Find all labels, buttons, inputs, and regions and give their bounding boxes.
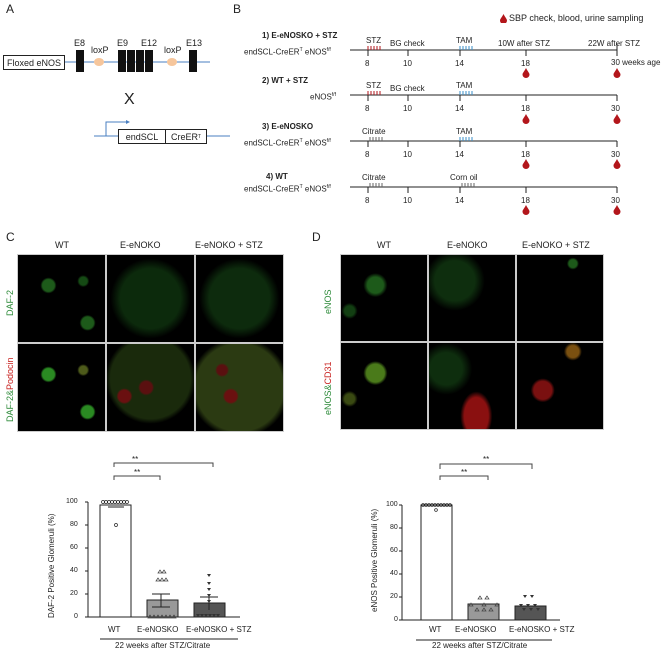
panel-b-label: B bbox=[233, 2, 242, 16]
x-tick-wt: WT bbox=[108, 625, 121, 634]
bar-wt bbox=[99, 504, 132, 618]
exon-label-e13: E13 bbox=[186, 38, 203, 48]
blood-drop-icon bbox=[500, 13, 507, 23]
loxp-label-1: loxP bbox=[91, 45, 109, 55]
exon-label-e8: E8 bbox=[74, 38, 86, 48]
floxed-enos-box: Floxed eNOS bbox=[3, 55, 65, 70]
column-label-e-enoko-stz: E-eNOKO + STZ bbox=[195, 240, 263, 250]
exon-e8 bbox=[76, 50, 84, 72]
tam-injections bbox=[459, 46, 473, 141]
loxp-site-1 bbox=[94, 58, 104, 66]
micrograph-d-enoko-enos-cd31 bbox=[428, 342, 516, 430]
loxp-site-2 bbox=[167, 58, 177, 66]
x-tick-e-enosko: E-eNOSKO bbox=[137, 625, 179, 634]
genotype-label: endSCL-CreERT eNOSf/f bbox=[244, 138, 331, 148]
micrograph-d-enoko-stz-enos bbox=[516, 254, 604, 342]
bar-e-enosko bbox=[146, 599, 179, 618]
exon-label-e12: E12 bbox=[141, 38, 158, 48]
gene-line bbox=[64, 50, 230, 137]
genotype-label: eNOSf/f bbox=[310, 92, 336, 102]
exon-e13 bbox=[189, 50, 197, 72]
loxp-label-2: loxP bbox=[164, 45, 182, 55]
row-label-daf2-podocin: DAF-2&Podocin bbox=[5, 357, 15, 422]
citrate-cornoil-injections bbox=[369, 137, 475, 187]
x-axis-label: 22 weeks after STZ/Citrate bbox=[115, 641, 211, 650]
micrograph-c-wt-daf2-podocin bbox=[17, 343, 106, 432]
y-axis-label: eNOS Positive Glomeruli (%) bbox=[370, 508, 379, 612]
sig-label: ** bbox=[132, 455, 139, 464]
timeline-graphics bbox=[350, 44, 621, 215]
micrograph-c-enoko-daf2 bbox=[106, 254, 195, 343]
sig-label: ** bbox=[483, 455, 490, 464]
genotype-label: endSCL-CreERT eNOSf/f bbox=[244, 184, 331, 194]
micrograph-c-enoko-stz-daf2-podocin bbox=[195, 343, 284, 432]
x-tick-e-enosko-stz: E-eNOSKO + STZ bbox=[509, 625, 575, 634]
cross-symbol: X bbox=[124, 91, 135, 108]
micrograph-d-enoko-stz-enos-cd31 bbox=[516, 342, 604, 430]
x-tick-wt: WT bbox=[429, 625, 442, 634]
stz-injections bbox=[367, 46, 381, 95]
x-axis-label: 22 weeks after STZ/Citrate bbox=[432, 641, 528, 650]
row-label-daf2: DAF-2 bbox=[5, 289, 15, 316]
bar-e-enosko bbox=[467, 603, 500, 621]
exon-label-e9: E9 bbox=[117, 38, 129, 48]
micrograph-d-enoko-enos bbox=[428, 254, 516, 342]
bar-wt bbox=[420, 504, 453, 621]
x-tick-e-enosko: E-eNOSKO bbox=[455, 625, 497, 634]
column-label-e-enoko: E-eNOKO bbox=[447, 240, 488, 250]
micrograph-c-enoko-daf2-podocin bbox=[106, 343, 195, 432]
blood-drop-icons bbox=[522, 68, 621, 215]
row-label-enos-cd31: eNOS&CD31 bbox=[323, 361, 333, 415]
column-label-wt: WT bbox=[55, 240, 69, 250]
genotype-label: endSCL-CreERT eNOSf/f bbox=[244, 47, 331, 57]
promoter-arrow-icon bbox=[105, 121, 128, 136]
row-label-enos: eNOS bbox=[323, 289, 333, 314]
panel-a-label: A bbox=[6, 2, 15, 16]
exon-e9-e12 bbox=[145, 50, 153, 72]
creert-box: CreER T bbox=[165, 129, 207, 144]
micrograph-c-enoko-stz-daf2 bbox=[195, 254, 284, 343]
panel-d-label: D bbox=[312, 230, 321, 244]
column-label-wt: WT bbox=[377, 240, 391, 250]
micrograph-d-wt-enos bbox=[340, 254, 428, 342]
legend-sampling: SBP check, blood, urine sampling bbox=[500, 13, 643, 23]
column-label-e-enoko-stz: E-eNOKO + STZ bbox=[522, 240, 590, 250]
x-tick-e-enosko-stz: E-eNOSKO + STZ bbox=[186, 625, 252, 634]
column-label-e-enoko: E-eNOKO bbox=[120, 240, 161, 250]
micrograph-c-wt-daf2 bbox=[17, 254, 106, 343]
y-axis-label: DAF-2 Positive Glomeruli (%) bbox=[47, 513, 56, 618]
micrograph-d-wt-enos-cd31 bbox=[340, 342, 428, 430]
sig-label: ** bbox=[461, 468, 468, 477]
panel-c-label: C bbox=[6, 230, 15, 244]
sig-label: ** bbox=[134, 468, 141, 477]
